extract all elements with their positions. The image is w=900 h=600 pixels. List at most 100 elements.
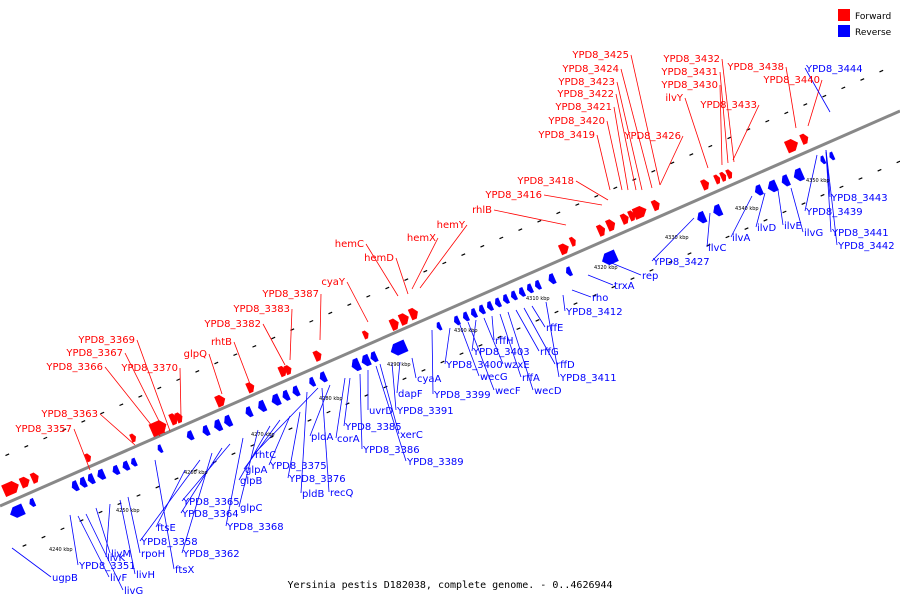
leader-line [825,149,831,198]
forward-gene-label: YPD8_3370 [120,363,178,374]
leader-line [77,515,110,578]
reverse-gene [282,389,291,401]
tick-mark [288,427,293,431]
tick-mark [250,444,255,447]
tick-mark [385,286,390,290]
leader-line [99,413,136,446]
forward-gene-label: ilvY [665,93,683,104]
leader-line [11,547,52,578]
tick-mark [214,361,219,365]
reverse-gene-label: YPD8_3358 [140,537,198,548]
reverse-gene [548,273,557,285]
forward-gene-label: YPD8_3363 [40,409,98,420]
leader-line [804,154,818,212]
reverse-gene-label: uvrD [369,406,393,417]
reverse-gene [820,155,827,165]
tick-mark [651,169,656,173]
forward-gene-label: YPD8_3432 [662,54,720,65]
leader-line [268,415,291,466]
leader-line [755,192,766,228]
reverse-gene-label: ilvG [804,228,823,239]
tick-mark [725,235,730,239]
leader-line [467,321,495,391]
forward-gene-label: YPD8_3369 [77,335,135,346]
scale-label: 4250 kbp [116,508,140,514]
reverse-gene [697,210,708,224]
legend-forward-swatch [838,9,850,21]
scale-label: 4330 kbp [665,235,689,241]
tick-mark [575,203,580,206]
tick-mark [252,344,257,348]
forward-gene [397,313,409,326]
forward-gene-label: YPD8_3383 [232,304,290,315]
leader-line [365,243,399,297]
reverse-gene [527,283,535,294]
tick-mark [155,485,160,489]
forward-gene [29,472,39,484]
leader-line [321,387,330,493]
forward-gene [725,169,733,180]
tick-mark [345,402,350,406]
forward-gene [129,433,136,443]
leader-line [419,224,468,289]
reverse-gene-label: rffD [556,360,575,371]
leader-line [375,365,407,462]
tick-mark [668,260,673,264]
tick-mark [839,185,844,189]
reverse-gene [214,419,224,432]
leader-line [105,503,111,558]
reverse-gene-label: ftsX [175,565,194,576]
leader-line [396,361,401,394]
forward-gene [631,205,647,220]
reverse-gene [390,339,409,356]
tick-mark [100,411,105,415]
reverse-gene-label: ftsE [157,523,176,534]
leader-line [411,237,439,290]
tick-mark [782,210,787,214]
leader-line [154,459,175,570]
tick-marks-group [5,69,900,547]
forward-gene [783,139,798,154]
leader-line [659,135,684,186]
leader-line [95,507,111,554]
reverse-gene [535,279,543,290]
leader-line [431,329,434,395]
leader-line [208,353,223,395]
leader-line [545,301,560,378]
forward-gene [283,365,292,376]
leader-line [825,151,832,233]
reverse-gene [793,167,806,182]
leader-line [69,514,79,566]
forward-gene [713,174,721,185]
leader-line [238,429,259,508]
tick-mark [440,360,445,364]
tick-mark [632,178,637,181]
forward-gene [174,412,183,424]
scale-label: 4260 kbp [184,470,208,476]
leader-line [85,513,124,591]
forward-gene-label: YPD8_3440 [762,75,820,86]
leader-line [493,209,567,226]
forward-gene-label: YPD8_3420 [547,116,605,127]
reverse-gene-label: rffH [495,336,514,347]
leader-line [491,315,495,341]
tick-mark [613,186,618,190]
tick-mark [119,403,124,407]
reverse-gene [271,393,282,406]
tick-mark [801,202,806,205]
tick-mark [176,378,181,382]
tick-mark [611,285,616,289]
leader-line [721,58,735,163]
reverse-gene-label: glpB [240,476,262,487]
reverse-gene-label: YPD8_3391 [396,406,454,417]
leader-line [411,357,417,379]
forward-gene-label: YPD8_3433 [699,100,757,111]
reverse-gene-label: ilvE [784,221,802,232]
tick-mark [81,420,86,423]
reverse-gene-label: YPD8_3403 [472,347,530,358]
reverse-gene-label: YPD8_3385 [344,422,402,433]
leader-line [391,362,397,411]
tick-mark [421,369,426,372]
tick-mark [535,318,540,322]
